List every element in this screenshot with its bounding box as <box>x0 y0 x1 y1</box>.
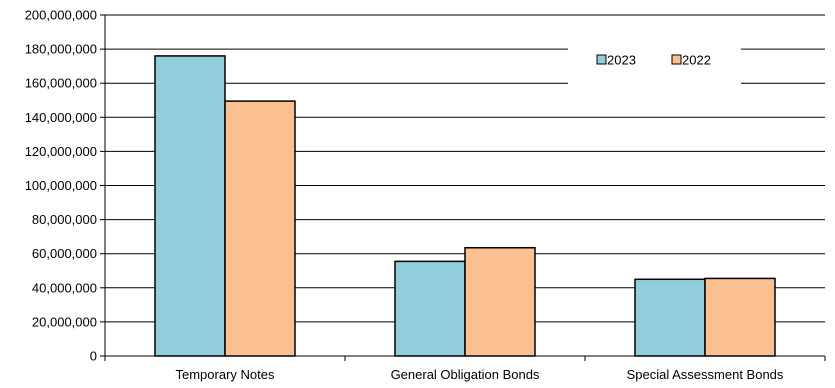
y-tick-label: 180,000,000 <box>25 42 97 57</box>
legend: 2023 2022 <box>568 33 741 88</box>
bar <box>634 278 706 357</box>
x-tick-label: General Obligation Bonds <box>391 367 540 382</box>
y-tick-label: 140,000,000 <box>25 110 97 125</box>
y-tick-label: 100,000,000 <box>25 178 97 193</box>
legend-swatch <box>671 54 682 65</box>
y-tick-label: 60,000,000 <box>32 246 97 261</box>
legend-label: 2023 <box>607 53 636 68</box>
y-tick-label: 120,000,000 <box>25 144 97 159</box>
x-tick-label: Temporary Notes <box>176 367 275 382</box>
bar <box>154 55 226 357</box>
legend-swatch <box>596 54 607 65</box>
legend-box <box>568 33 741 88</box>
x-tick-labels: Temporary Notes General Obligation Bonds S… <box>176 367 784 382</box>
bar <box>394 260 466 357</box>
bar <box>704 277 776 357</box>
bars <box>154 55 776 357</box>
y-tick-label: 40,000,000 <box>32 280 97 295</box>
y-tick-label: 80,000,000 <box>32 212 97 227</box>
y-tick-label: 0 <box>90 349 97 364</box>
y-tick-label: 200,000,000 <box>25 8 97 23</box>
axes <box>100 14 826 361</box>
x-tick-label: Special Assessment Bonds <box>627 367 784 382</box>
y-tick-label: 160,000,000 <box>25 76 97 91</box>
bar <box>224 100 296 357</box>
y-tick-labels: 0 20,000,000 40,000,000 60,000,000 80,000,00… <box>25 8 97 364</box>
y-tick-label: 20,000,000 <box>32 314 97 329</box>
legend-label: 2022 <box>682 53 711 68</box>
bar <box>464 246 536 357</box>
